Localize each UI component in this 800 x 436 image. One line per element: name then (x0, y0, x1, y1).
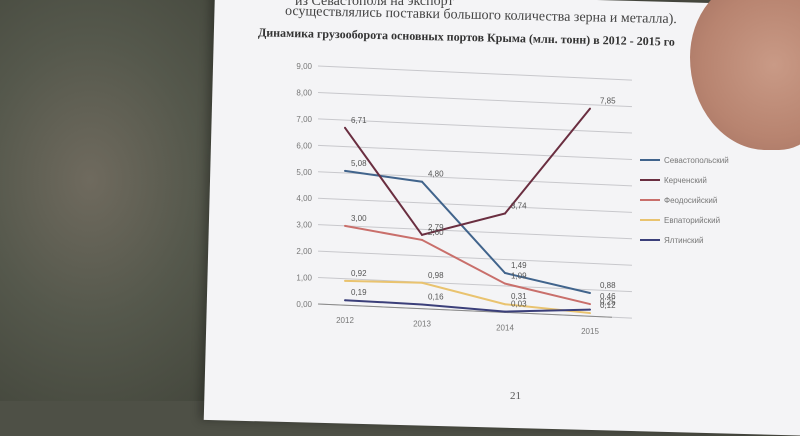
data-point (504, 212, 506, 215)
y-tick-label: 0,00 (296, 300, 312, 309)
data-label: 1,09 (511, 272, 527, 281)
series-line-1 (344, 108, 591, 237)
data-label: 0,92 (351, 269, 367, 278)
data-label: 2,60 (428, 228, 444, 237)
x-tick-label: 2013 (413, 320, 431, 329)
y-tick-label: 5,00 (296, 168, 312, 177)
gridline (317, 224, 633, 240)
gridline (317, 277, 633, 293)
series-line-3 (344, 279, 591, 315)
gridline (317, 65, 633, 81)
data-point (504, 272, 506, 275)
y-tick-label: 4,00 (296, 194, 312, 203)
gridline (317, 250, 633, 266)
y-tick-label: 8,00 (296, 88, 312, 97)
data-point (344, 279, 346, 282)
data-point (589, 291, 591, 294)
data-label: 0,16 (428, 292, 444, 301)
data-label: 0,12 (600, 301, 616, 310)
y-tick-label: 6,00 (296, 141, 312, 150)
data-label: 3,74 (511, 202, 527, 211)
data-point (589, 312, 591, 315)
data-point (589, 308, 591, 311)
data-label: 7,85 (600, 97, 616, 106)
data-label: 0,98 (428, 271, 444, 280)
y-tick-label: 9,00 (296, 62, 312, 71)
data-label: 6,71 (351, 116, 367, 125)
x-tick-label: 2015 (581, 327, 599, 336)
data-label: 2,79 (428, 223, 444, 232)
data-point (589, 303, 591, 306)
legend-entry: Ялтинский (664, 236, 703, 245)
legend-entry: Севастопольский (664, 156, 729, 165)
data-label: 0,25 (600, 298, 616, 307)
gridline (317, 197, 633, 213)
data-point (589, 107, 591, 110)
series-line-4 (344, 299, 591, 313)
y-tick-label: 2,00 (296, 247, 312, 256)
data-label: 0,31 (511, 292, 527, 301)
y-tick-label: 7,00 (296, 115, 312, 124)
y-tick-label: 1,00 (296, 274, 312, 283)
gridline (317, 118, 633, 134)
data-point (344, 126, 346, 129)
data-point (344, 299, 346, 302)
data-point (344, 224, 346, 227)
data-point (421, 233, 423, 236)
legend-entry: Феодосийский (664, 196, 717, 205)
data-point (344, 169, 346, 172)
x-tick-label: 2014 (496, 323, 514, 332)
data-point (421, 180, 423, 183)
series-line-0 (344, 169, 591, 294)
data-point (421, 281, 423, 284)
legend-entry: Евпаторийский (664, 216, 720, 225)
data-point (421, 238, 423, 241)
y-tick-label: 3,00 (296, 221, 312, 230)
data-label: 0,88 (600, 281, 616, 290)
data-label: 0,46 (600, 292, 616, 301)
data-label: 0,19 (351, 288, 367, 297)
data-label: 3,00 (351, 214, 367, 223)
data-point (504, 282, 506, 285)
series-line-2 (344, 224, 591, 306)
body-text-line: из Севастополя на экспорт (295, 0, 454, 9)
data-label: 5,08 (351, 159, 367, 168)
data-label: 1,49 (511, 261, 527, 270)
gridline (317, 91, 633, 108)
x-axis (317, 303, 613, 318)
page-number: 21 (510, 390, 521, 402)
x-tick-label: 2012 (336, 316, 354, 325)
data-label: 0,03 (511, 300, 527, 309)
data-point (504, 303, 506, 306)
legend-entry: Керченский (664, 176, 707, 185)
gridline (317, 144, 633, 160)
data-point (504, 310, 506, 313)
line-chart: 0,00 1,00 2,00 3,00 4,00 5,00 6,00 7,00 8,00 9,00… (296, 62, 729, 336)
data-label: 4,80 (428, 170, 444, 179)
data-point (421, 303, 423, 306)
